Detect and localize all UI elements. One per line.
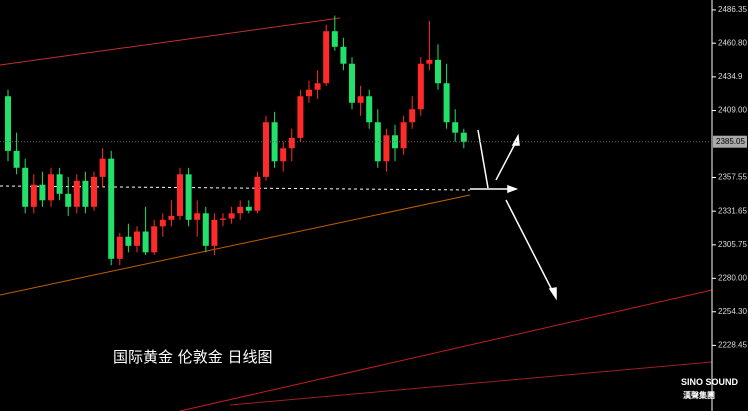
candle-body [314,83,321,90]
brand: SINO SOUND [681,377,739,387]
candle-body [39,184,46,201]
brand-sub: 漢聲集團 [683,390,715,400]
candle-body [125,236,132,246]
candle-body [185,174,192,220]
candle-body [56,174,63,194]
arrows [470,129,557,301]
candle-body [357,96,364,103]
candle-body [30,184,37,207]
candle-body [151,226,158,253]
candle-body [142,231,149,253]
chart-title: 国际黄金 伦敦金 日线图 [113,348,273,366]
candle-body [168,215,175,220]
candle-body [177,174,183,216]
candle-body [108,158,115,259]
candle-body [409,109,416,123]
candle-body [245,206,252,211]
candle-body [288,137,295,149]
candle-body [5,96,11,151]
candle-body [426,59,433,64]
candle-body [366,96,373,123]
y-tick-label: 2254.30 [718,307,747,316]
candle-body [99,158,106,177]
arrow-head [507,184,519,194]
candle-body [211,219,218,246]
candle-body [374,122,381,162]
candle-body [237,206,244,214]
last-price-label: 2385.05 [716,137,745,146]
candle-body [73,180,80,207]
y-tick-label: 2434.9 [718,72,743,81]
trend-lines [0,17,713,411]
candle-body [22,167,29,207]
arrow [477,129,489,189]
candle-body [194,213,201,220]
candle-body [297,96,304,138]
candle-body [417,63,424,110]
candle-body [48,174,54,201]
candle-body [383,135,390,162]
y-tick-label: 2305.75 [718,240,747,249]
candle-body [220,218,226,220]
candle-body [82,180,89,207]
candle-body [228,213,235,219]
y-tick-label: 2331.65 [718,206,747,215]
candle-body [271,122,278,162]
candle-body [452,122,459,133]
candle-body [460,132,467,142]
drawn-line [229,361,713,406]
candle-body [392,135,398,149]
y-tick-label: 2409.00 [718,106,747,115]
y-tick-label: 2460.80 [718,38,747,47]
candle-body [134,231,140,246]
y-tick-label: 2486.35 [718,5,747,14]
candle-body [349,63,355,103]
candle-body [116,236,123,259]
candle-body [65,193,72,207]
candle-body [435,59,441,84]
candle-body [263,122,269,177]
arrow-head [511,133,520,146]
drawn-line [0,194,471,296]
candle-body [202,213,209,246]
candle-body [306,89,312,97]
y-tick-label: 2280.00 [718,273,747,282]
drawn-line [0,17,341,66]
drawn-line [0,185,471,191]
candle-body [13,150,20,168]
candle-body [91,176,97,207]
candle-body [280,148,287,162]
y-tick-label: 2228.45 [718,340,747,349]
candle-body [340,46,347,64]
candle-body [323,31,330,84]
candle-body [254,176,261,211]
candle-body [159,219,166,227]
candle-body [443,83,450,123]
candle-body [400,122,407,149]
arrow [505,199,556,297]
drawn-line [179,289,713,411]
candle-body [331,31,338,47]
y-tick-label: 2357.55 [718,173,747,182]
last-price-box [713,135,747,148]
arrow-head [548,287,557,301]
